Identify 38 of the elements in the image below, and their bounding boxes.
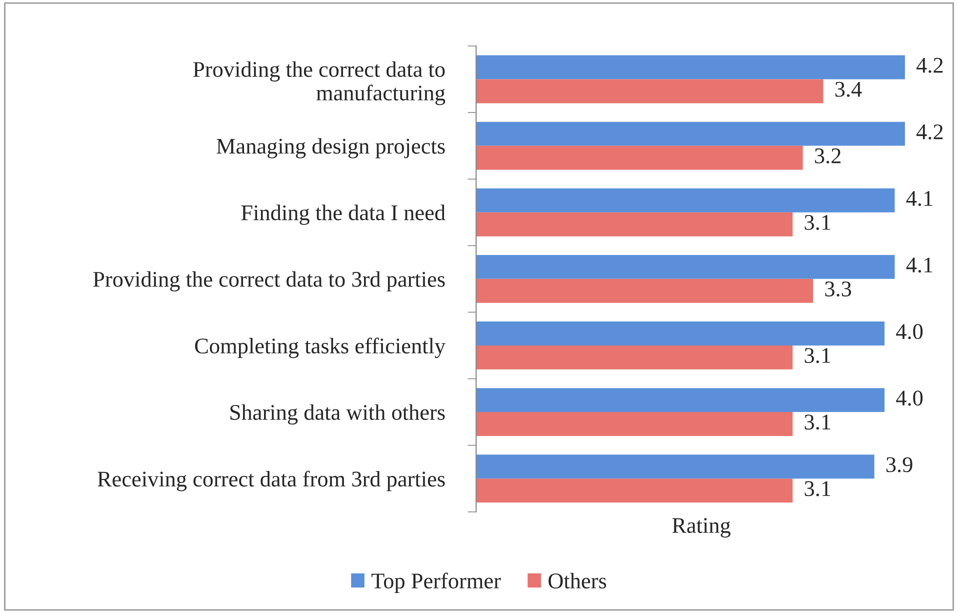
y-tick-label: Receiving correct data from 3rd parties <box>98 470 445 492</box>
bar <box>476 388 885 412</box>
legend-label: Top Performer <box>372 572 501 593</box>
data-label: 4.2 <box>916 58 943 73</box>
y-tick-label: Sharing data with others <box>230 404 445 425</box>
data-label: 4.2 <box>916 124 943 140</box>
data-label: 3.1 <box>804 214 830 230</box>
y-tick-label: Providing the correct data to manufacturing <box>193 61 446 106</box>
bar <box>476 212 793 236</box>
y-tick-label: Managing design projects <box>216 138 445 158</box>
y-tick-label: Completing tasks efficiently <box>195 338 446 358</box>
legend-label: Others <box>548 572 606 588</box>
data-label: 3.1 <box>804 414 830 430</box>
bar <box>476 188 895 212</box>
bar <box>476 55 905 80</box>
y-tick-label: Finding the data I need <box>241 204 446 225</box>
bar <box>476 345 793 370</box>
bar <box>476 478 793 503</box>
data-label: 3.3 <box>825 282 852 297</box>
x-axis-title: Rating <box>672 518 730 538</box>
bar <box>476 146 803 170</box>
bar <box>476 254 895 279</box>
bar <box>476 122 905 146</box>
data-label: 4.1 <box>906 258 932 273</box>
bar <box>476 322 885 346</box>
data-label: 3.9 <box>886 457 912 472</box>
data-label: 3.1 <box>804 481 830 496</box>
data-label: 3.4 <box>835 82 862 97</box>
data-label: 4.0 <box>896 390 923 406</box>
bar <box>476 412 793 436</box>
y-tick-label: Providing the correct data to 3rd parties <box>93 271 445 292</box>
bar <box>476 454 874 479</box>
data-label: 3.1 <box>804 348 830 364</box>
data-label: 3.2 <box>815 148 841 164</box>
bar <box>476 278 814 303</box>
data-label: 4.0 <box>896 324 923 340</box>
bar <box>476 79 824 104</box>
data-label: 4.1 <box>906 191 932 206</box>
